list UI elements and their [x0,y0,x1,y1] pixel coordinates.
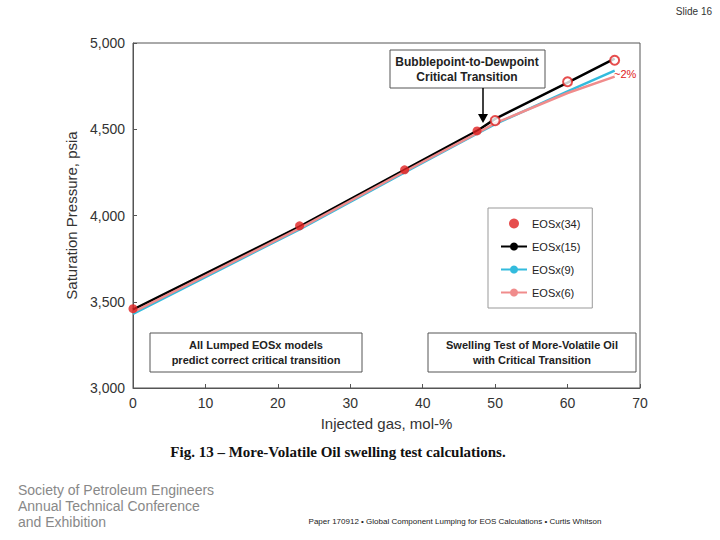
svg-text:EOSx(15): EOSx(15) [532,241,580,253]
svg-text:Saturation Pressure, psia: Saturation Pressure, psia [63,131,80,300]
svg-text:30: 30 [342,395,358,411]
svg-text:Fig. 13 – More-Volatile Oil sw: Fig. 13 – More-Volatile Oil swelling tes… [170,444,506,460]
svg-text:4,000: 4,000 [90,208,125,224]
svg-text:Bubblepoint-to-Dewpoint: Bubblepoint-to-Dewpoint [395,55,538,69]
svg-text:0: 0 [129,395,137,411]
svg-text:EOSx(6): EOSx(6) [532,287,574,299]
svg-text:Annual Technical Conference: Annual Technical Conference [18,498,200,514]
svg-text:Society of Petroleum Engineers: Society of Petroleum Engineers [18,482,214,498]
svg-text:40: 40 [415,395,431,411]
svg-text:EOSx(9): EOSx(9) [532,264,574,276]
svg-text:Critical Transition: Critical Transition [416,70,517,84]
svg-text:All Lumped EOSx models: All Lumped EOSx models [189,339,323,351]
svg-text:20: 20 [270,395,286,411]
svg-text:10: 10 [198,395,214,411]
svg-text:50: 50 [487,395,503,411]
svg-text:Swelling Test of More-Volatile: Swelling Test of More-Volatile Oil [446,339,618,351]
svg-text:Slide 16: Slide 16 [676,6,713,17]
svg-text:and Exhibition: and Exhibition [18,514,106,530]
svg-text:predict correct critical trans: predict correct critical transition [172,354,341,366]
svg-text:4,500: 4,500 [90,121,125,137]
svg-text:Injected gas, mol-%: Injected gas, mol-% [321,415,453,432]
svg-text:~2%: ~2% [614,68,637,80]
svg-text:3,000: 3,000 [90,380,125,396]
svg-text:3,500: 3,500 [90,294,125,310]
svg-text:Paper 170912 • Global Componen: Paper 170912 • Global Component Lumping … [309,517,602,526]
svg-text:70: 70 [632,395,648,411]
svg-text:EOSx(34): EOSx(34) [532,218,580,230]
svg-text:5,000: 5,000 [90,35,125,51]
svg-text:with Critical Transition: with Critical Transition [472,354,591,366]
svg-text:60: 60 [560,395,576,411]
